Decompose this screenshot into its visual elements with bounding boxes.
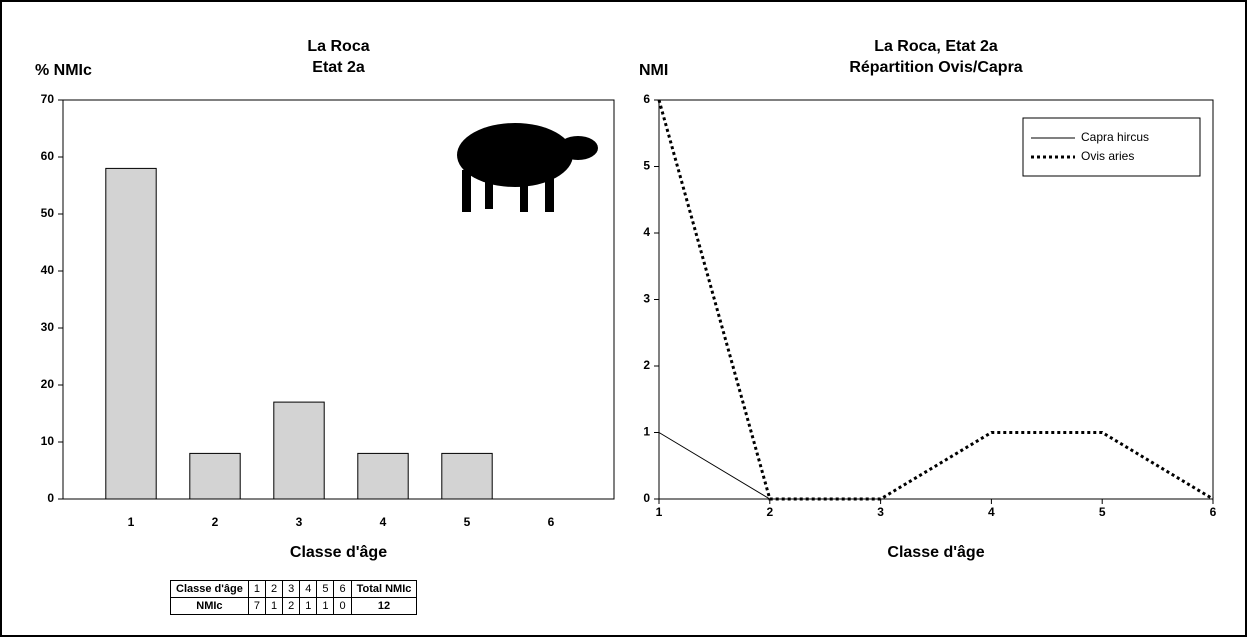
y-tick-label: 4 bbox=[643, 225, 650, 239]
x-tick-label: 6 bbox=[548, 515, 555, 529]
legend-box bbox=[1022, 117, 1201, 177]
table-cell: 1 bbox=[299, 597, 318, 615]
table-cell: 2 bbox=[264, 580, 284, 598]
line-series bbox=[658, 432, 1213, 500]
x-tick-label: 3 bbox=[877, 505, 884, 519]
table-cell: 7 bbox=[247, 597, 266, 615]
y-tick-label: 6 bbox=[643, 92, 650, 106]
y-tick-label: 5 bbox=[643, 159, 650, 173]
bar bbox=[357, 452, 409, 500]
table-cell: 2 bbox=[282, 597, 301, 615]
table-cell: 1 bbox=[247, 580, 266, 598]
y-tick-label: 40 bbox=[41, 263, 55, 277]
chart-title: La Roca, Etat 2a bbox=[874, 38, 998, 55]
x-tick-label: 2 bbox=[766, 505, 773, 519]
legend-label: Ovis aries bbox=[1081, 149, 1134, 163]
y-tick-label: 2 bbox=[643, 358, 650, 372]
x-tick-label: 4 bbox=[380, 515, 387, 529]
x-tick-label: 3 bbox=[296, 515, 303, 529]
y-tick-label: 70 bbox=[41, 92, 55, 106]
x-axis-label: Classe d'âge bbox=[887, 544, 984, 561]
table-cell: Classe d'âge bbox=[170, 580, 249, 598]
chart-title: La Roca bbox=[307, 38, 369, 55]
x-tick-label: 1 bbox=[656, 505, 663, 519]
table-cell: 0 bbox=[333, 597, 352, 615]
table-cell: 3 bbox=[282, 580, 301, 598]
line-series bbox=[657, 99, 1214, 501]
x-axis-label: Classe d'âge bbox=[290, 544, 387, 561]
table-cell: Total NMIc bbox=[350, 580, 418, 598]
x-tick-label: 1 bbox=[128, 515, 135, 529]
y-tick-label: 60 bbox=[41, 149, 55, 163]
y-tick-label: 1 bbox=[643, 425, 650, 439]
y-axis-label: % NMIc bbox=[35, 62, 92, 79]
chart-subtitle: Répartition Ovis/Capra bbox=[849, 59, 1022, 76]
table-row: NMIc 7 1 2 1 1 0 12 bbox=[170, 597, 418, 615]
x-tick-label: 6 bbox=[1210, 505, 1217, 519]
y-tick-label: 20 bbox=[41, 377, 55, 391]
table-cell: 12 bbox=[350, 597, 418, 615]
table-cell: 6 bbox=[333, 580, 352, 598]
chart-subtitle: Etat 2a bbox=[312, 59, 365, 76]
table-cell: 1 bbox=[264, 597, 284, 615]
legend-label: Capra hircus bbox=[1081, 130, 1149, 144]
bar bbox=[441, 452, 493, 500]
y-axis-label: NMI bbox=[639, 62, 668, 79]
table-cell: NMIc bbox=[170, 597, 249, 615]
sheep-icon bbox=[457, 123, 598, 212]
x-tick-label: 2 bbox=[212, 515, 219, 529]
y-tick-label: 0 bbox=[47, 491, 54, 505]
plot-area bbox=[62, 99, 615, 500]
x-tick-label: 4 bbox=[988, 505, 995, 519]
table-cell: 5 bbox=[316, 580, 335, 598]
y-tick-label: 10 bbox=[41, 434, 55, 448]
table-row: Classe d'âge 1 2 3 4 5 6 Total NMIc bbox=[170, 580, 418, 598]
y-tick-label: 3 bbox=[643, 292, 650, 306]
y-tick-label: 0 bbox=[643, 491, 650, 505]
x-tick-label: 5 bbox=[464, 515, 471, 529]
table-cell: 4 bbox=[299, 580, 318, 598]
y-tick-label: 30 bbox=[41, 320, 55, 334]
bar bbox=[189, 452, 241, 500]
data-table: Classe d'âge 1 2 3 4 5 6 Total NMIc NMIc 7 1 2 1 1 0 12 bbox=[170, 580, 418, 615]
bar bbox=[273, 401, 325, 500]
table-cell: 1 bbox=[316, 597, 335, 615]
bar bbox=[105, 167, 157, 500]
x-tick-label: 5 bbox=[1099, 505, 1106, 519]
y-tick-label: 50 bbox=[41, 206, 55, 220]
